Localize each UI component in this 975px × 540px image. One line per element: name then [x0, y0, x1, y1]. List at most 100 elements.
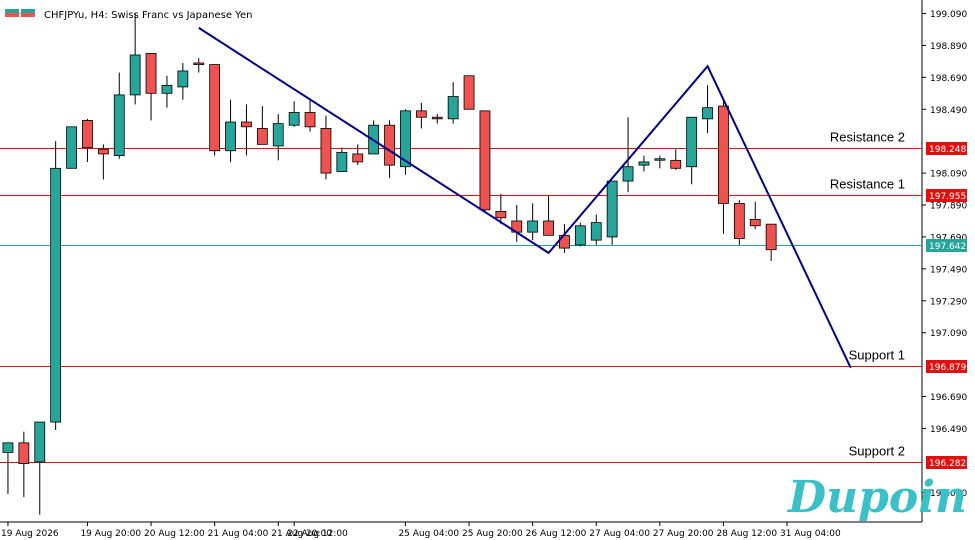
- candle-body: [590, 222, 602, 241]
- candle: [34, 421, 46, 515]
- candle: [161, 75, 173, 108]
- candle: [272, 114, 284, 161]
- candle-body: [113, 94, 125, 156]
- candle: [97, 144, 109, 180]
- candle: [82, 118, 93, 162]
- x-tick-label: 26 Aug 12:00: [526, 529, 587, 539]
- price-tag-value: 196.282: [929, 459, 966, 469]
- x-tick-label: 27 Aug 20:00: [653, 529, 714, 539]
- candle-body: [50, 167, 62, 423]
- candle-body: [447, 96, 459, 120]
- candle: [733, 200, 745, 245]
- candle-body: [66, 126, 77, 169]
- candle: [66, 126, 77, 169]
- candle: [718, 99, 729, 234]
- x-tick-label: 27 Aug 04:00: [589, 529, 650, 539]
- x-tick-label: 20 Aug 12:00: [144, 529, 205, 539]
- candle: [129, 13, 141, 105]
- candle: [400, 109, 411, 175]
- candle-body: [749, 218, 761, 227]
- candle: [50, 141, 62, 431]
- candle-body: [304, 112, 316, 128]
- candle-body: [702, 107, 713, 120]
- chart-header: CHFJPYu, H4: Swiss Franc vs Japanese Yen: [5, 9, 252, 21]
- candle-body: [193, 62, 205, 65]
- candle-body: [272, 123, 284, 147]
- candle: [463, 75, 475, 110]
- price-tag: 197.955: [926, 189, 967, 202]
- candle-body: [288, 112, 300, 126]
- candle: [431, 114, 443, 124]
- level-label: Support 1: [849, 348, 905, 363]
- candle-body: [336, 151, 348, 172]
- x-tick-label: 31 Aug 04:00: [780, 529, 841, 539]
- candle: [18, 431, 30, 498]
- x-tick-label: 22 Aug 12:00: [287, 529, 348, 539]
- y-tick-label: 196.490: [930, 425, 967, 435]
- pattern-line: [198, 27, 852, 369]
- y-tick-label: 197.690: [930, 233, 967, 243]
- candle-body: [256, 128, 268, 145]
- candles: [2, 13, 777, 515]
- candle-body: [654, 158, 666, 161]
- y-tick-label: 198.690: [930, 74, 967, 84]
- y-tick-label: 197.490: [930, 265, 967, 275]
- candle: [336, 147, 348, 172]
- candle: [241, 104, 252, 156]
- candle-body: [638, 161, 650, 166]
- candle-body: [415, 110, 427, 118]
- candle: [447, 82, 459, 124]
- candle: [670, 149, 682, 170]
- candle: [574, 222, 586, 247]
- candle: [320, 115, 332, 180]
- price-tag: 198.248: [926, 142, 967, 155]
- candle: [384, 120, 395, 178]
- candle: [527, 203, 539, 241]
- candle-body: [400, 110, 411, 168]
- x-tick-label: 28 Aug 12:00: [716, 529, 777, 539]
- candle-body: [320, 128, 332, 174]
- y-tick-label: 198.490: [930, 106, 967, 116]
- candle-body: [733, 203, 745, 239]
- candle-body: [543, 220, 554, 236]
- candle-body: [622, 166, 634, 182]
- pattern-polyline: [198, 27, 852, 369]
- symbol-icon: [5, 9, 35, 17]
- x-tick-label: 25 Aug 20:00: [462, 529, 523, 539]
- symbol-title: CHFJPYu, H4: Swiss Franc vs Japanese Yen: [44, 10, 252, 21]
- candle-body: [241, 121, 252, 128]
- candle: [495, 193, 507, 225]
- candle-body: [97, 148, 109, 155]
- dupoin-logo: Dupoin: [786, 472, 967, 523]
- candle: [288, 101, 300, 127]
- candle: [543, 195, 554, 236]
- candle: [2, 442, 14, 494]
- candle-body: [384, 124, 395, 166]
- price-axis: 199.090 198.890 198.690 198.490 198.090 197.8…: [922, 10, 967, 499]
- price-tag: 197.642: [926, 239, 967, 252]
- candle-body: [765, 223, 777, 251]
- level-label: Resistance 1: [830, 177, 905, 192]
- candle: [479, 110, 491, 213]
- logo-text: Dupoin: [786, 472, 967, 523]
- candle: [765, 223, 777, 261]
- x-tick-label: 19 Aug 2026: [1, 529, 59, 539]
- price-tag: 196.282: [926, 456, 967, 469]
- candle-body: [34, 421, 46, 463]
- y-tick-label: 198.890: [930, 42, 967, 52]
- candle: [145, 53, 157, 121]
- candle-body: [670, 159, 682, 169]
- x-tick-label: 19 Aug 20:00: [80, 529, 141, 539]
- price-tag-value: 197.955: [929, 192, 966, 202]
- candle-body: [606, 180, 618, 238]
- x-tick-label: 21 Aug 04:00: [208, 529, 269, 539]
- candle-body: [2, 442, 14, 453]
- candle: [225, 99, 236, 162]
- y-tick-label: 196.090: [930, 489, 967, 499]
- candle-body: [574, 225, 586, 246]
- candle: [113, 72, 125, 159]
- candle: [209, 64, 221, 156]
- y-tick-label: 197.290: [930, 297, 967, 307]
- y-tick-label: 199.090: [930, 10, 967, 20]
